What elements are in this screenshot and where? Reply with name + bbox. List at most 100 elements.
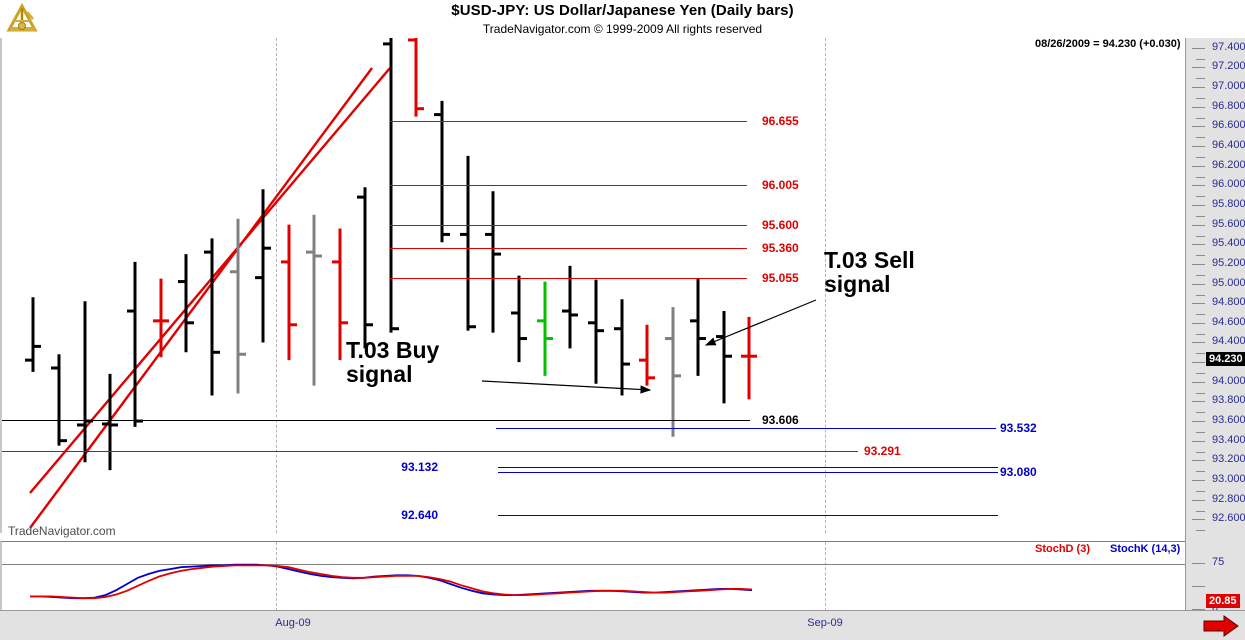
price-axis-tick bbox=[1192, 204, 1205, 206]
price-axis-label: 97.000 bbox=[1212, 80, 1245, 93]
price-axis-label: 93.400 bbox=[1212, 433, 1245, 446]
date-tick-aug: Aug-09 bbox=[275, 617, 311, 629]
price-axis-minor-tick bbox=[1196, 235, 1205, 237]
ohlc-bar bbox=[408, 38, 424, 117]
ohlc-bar bbox=[614, 299, 630, 396]
price-axis-minor-tick bbox=[1196, 432, 1205, 434]
level-93080-label: 93.080 bbox=[1000, 465, 1037, 480]
legend-stoch-d: StochD (3) bbox=[1035, 543, 1090, 555]
sextant-logo-icon bbox=[3, 2, 41, 36]
price-axis-tick bbox=[1192, 67, 1205, 69]
scroll-forward-arrow-icon[interactable] bbox=[0, 611, 1245, 640]
price-axis-minor-tick bbox=[1196, 373, 1205, 375]
price-axis-minor-tick bbox=[1196, 58, 1205, 60]
ohlc-bar bbox=[153, 278, 169, 358]
price-axis-tick bbox=[1192, 283, 1205, 285]
price-axis-minor-tick bbox=[1196, 274, 1205, 276]
stoch-level-75 bbox=[2, 564, 1187, 565]
page-title: $USD-JPY: US Dollar/Japanese Yen (Daily … bbox=[451, 2, 794, 19]
stochastic-pane[interactable] bbox=[0, 541, 1187, 611]
ohlc-bar bbox=[204, 238, 220, 396]
price-bars-layer bbox=[25, 38, 757, 529]
price-axis-minor-tick bbox=[1196, 117, 1205, 119]
price-axis-tick bbox=[1192, 185, 1205, 187]
price-axis-tick bbox=[1192, 440, 1205, 442]
ohlc-bar bbox=[537, 281, 553, 376]
price-axis-label: 95.800 bbox=[1212, 197, 1245, 210]
price-axis-minor-tick bbox=[1196, 255, 1205, 257]
ohlc-bar bbox=[460, 155, 476, 331]
price-axis-minor-tick bbox=[1196, 353, 1205, 355]
level-92640-label: 92.640 bbox=[401, 508, 438, 523]
level-93606-label: 93.606 bbox=[762, 413, 799, 428]
annotation-sell-signal: T.03 Sell signal bbox=[824, 247, 915, 298]
level-93532-label: 93.532 bbox=[1000, 420, 1037, 435]
ohlc-bar bbox=[25, 297, 41, 372]
price-axis-minor-tick bbox=[1196, 78, 1205, 80]
price-axis-label: 93.600 bbox=[1212, 414, 1245, 427]
price-axis-minor-tick bbox=[1196, 451, 1205, 453]
price-axis-tick bbox=[1192, 244, 1205, 246]
price-axis[interactable]: 97.400 97.200 97.000 96.800 96.600 96.400 96.2… bbox=[1185, 38, 1245, 614]
price-axis-label: 95.200 bbox=[1212, 256, 1245, 269]
level-95600-line bbox=[390, 224, 747, 226]
price-axis-tick bbox=[1192, 146, 1205, 148]
price-axis-minor-tick bbox=[1196, 294, 1205, 296]
price-axis-minor-tick bbox=[1196, 392, 1205, 394]
price-axis-label: 96.000 bbox=[1212, 178, 1245, 191]
level-96655-line bbox=[390, 120, 747, 122]
legend-stoch-k: StochK (14,3) bbox=[1110, 543, 1181, 555]
level-93132-label: 93.132 bbox=[401, 460, 438, 474]
annotation-buy-signal: T.03 Buy signal bbox=[346, 337, 440, 388]
price-axis-minor-tick bbox=[1196, 157, 1205, 159]
price-axis-minor-tick bbox=[1196, 176, 1205, 178]
price-axis-label: 93.000 bbox=[1212, 472, 1245, 485]
price-axis-tick bbox=[1192, 224, 1205, 226]
ohlc-bar bbox=[178, 254, 194, 353]
level-96005-line bbox=[390, 184, 747, 186]
copyright-subtitle: TradeNavigator.com © 1999-2009 All right… bbox=[482, 22, 763, 36]
price-axis-label: 96.200 bbox=[1212, 158, 1245, 171]
level-96005-label: 96.005 bbox=[762, 177, 799, 192]
price-axis-minor-tick bbox=[1196, 314, 1205, 316]
level-95360-label: 95.360 bbox=[762, 241, 799, 256]
price-axis-label: 96.400 bbox=[1212, 139, 1245, 152]
ohlc-bar bbox=[639, 324, 655, 386]
ohlc-bar bbox=[485, 191, 501, 333]
price-axis-tick bbox=[1192, 106, 1205, 108]
channel-lower bbox=[29, 67, 373, 529]
ohlc-bar bbox=[690, 278, 706, 376]
ohlc-bar bbox=[127, 261, 143, 427]
ohlc-bar bbox=[102, 373, 118, 471]
date-axis[interactable]: Aug-09 Sep-09 bbox=[0, 610, 1245, 640]
ohlc-bar bbox=[357, 187, 373, 349]
last-quote-readout: 08/26/2009 = 94.230 (+0.030) bbox=[1035, 38, 1181, 50]
price-chart-pane[interactable]: TradeNavigator.com bbox=[0, 38, 1185, 538]
level-93291-label: 93.291 bbox=[864, 444, 901, 459]
stoch-axis-label-0: 0 bbox=[1212, 602, 1219, 614]
price-axis-tick bbox=[1192, 460, 1205, 462]
price-axis-minor-tick bbox=[1196, 412, 1205, 414]
price-axis-tick bbox=[1192, 47, 1205, 49]
price-axis-label: 93.200 bbox=[1212, 453, 1245, 466]
level-95055-label: 95.055 bbox=[762, 271, 799, 286]
watermark: TradeNavigator.com bbox=[8, 524, 116, 538]
gridline-sep bbox=[825, 38, 826, 533]
gridline-aug-stoch bbox=[276, 542, 277, 611]
current-price-marker: 94.230 bbox=[1206, 352, 1245, 367]
stoch-axis-tick bbox=[1192, 609, 1205, 610]
stochastic-lines bbox=[30, 563, 753, 600]
gridline-sep-stoch bbox=[825, 542, 826, 611]
price-axis-minor-tick bbox=[1196, 471, 1205, 473]
price-axis-label: 96.600 bbox=[1212, 119, 1245, 132]
ohlc-bar bbox=[511, 275, 527, 363]
ohlc-bar bbox=[255, 189, 271, 343]
ohlc-bar bbox=[716, 311, 732, 404]
price-axis-label: 94.400 bbox=[1212, 335, 1245, 348]
level-92640-line bbox=[498, 515, 998, 517]
price-axis-minor-tick bbox=[1196, 530, 1205, 532]
price-axis-tick bbox=[1192, 381, 1205, 383]
stoch-d-line bbox=[30, 564, 753, 600]
price-axis-tick bbox=[1192, 303, 1205, 305]
ohlc-bar bbox=[281, 224, 297, 361]
